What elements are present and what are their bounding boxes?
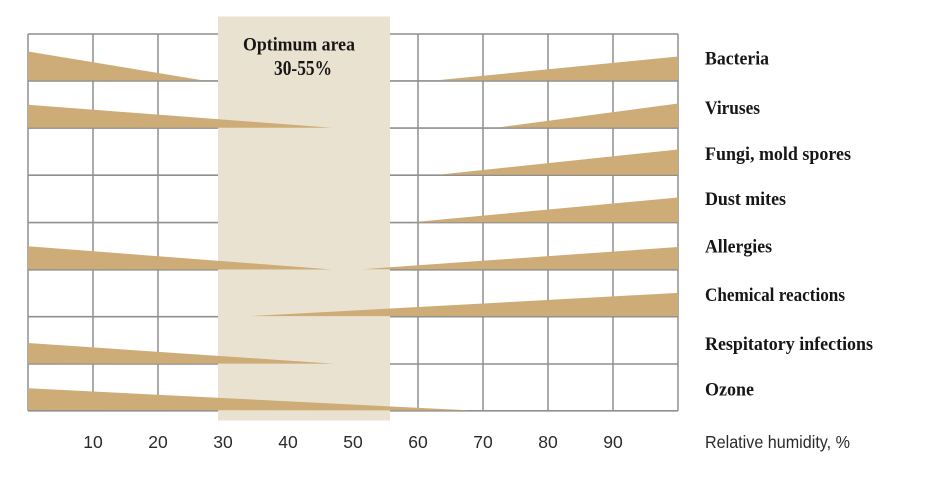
- svg-text:70: 70: [473, 432, 493, 452]
- svg-text:Ozone: Ozone: [705, 380, 754, 401]
- svg-text:10: 10: [83, 432, 103, 452]
- svg-text:Fungi, mold spores: Fungi, mold spores: [705, 144, 851, 165]
- svg-text:Chemical reactions: Chemical reactions: [705, 285, 845, 306]
- svg-text:60: 60: [408, 432, 428, 452]
- svg-text:80: 80: [538, 432, 558, 452]
- svg-text:Allergies: Allergies: [705, 237, 772, 258]
- svg-text:Viruses: Viruses: [705, 98, 760, 119]
- svg-text:Respitatory infections: Respitatory infections: [705, 334, 873, 355]
- svg-text:50: 50: [343, 432, 363, 452]
- svg-text:Optimum area: Optimum area: [243, 35, 355, 56]
- svg-text:Bacteria: Bacteria: [705, 48, 769, 69]
- svg-text:20: 20: [148, 432, 168, 452]
- svg-text:90: 90: [603, 432, 623, 452]
- svg-text:30: 30: [213, 432, 233, 452]
- svg-text:40: 40: [278, 432, 298, 452]
- svg-text:30-55%: 30-55%: [274, 56, 332, 80]
- svg-text:Relative humidity, %: Relative humidity, %: [705, 432, 850, 452]
- svg-text:Dust mites: Dust mites: [705, 189, 786, 210]
